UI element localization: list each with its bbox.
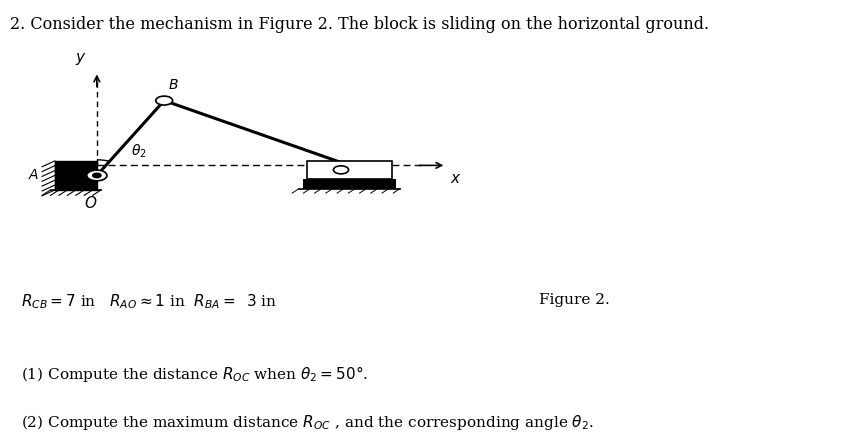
Text: 2. Consider the mechanism in Figure 2. The block is sliding on the horizontal gr: 2. Consider the mechanism in Figure 2. T… [10, 16, 709, 33]
Circle shape [87, 170, 107, 181]
Text: $\theta_2$: $\theta_2$ [131, 143, 147, 160]
Text: $x$: $x$ [450, 172, 462, 186]
Text: $A$: $A$ [29, 169, 40, 182]
Text: (1) Compute the distance $R_{OC}$ when $\theta_2 = 50°$.: (1) Compute the distance $R_{OC}$ when $… [21, 364, 368, 384]
Text: $O$: $O$ [84, 195, 98, 211]
Text: (2) Compute the maximum distance $R_{OC}$ , and the corresponding angle $\theta_: (2) Compute the maximum distance $R_{OC}… [21, 413, 594, 433]
Bar [55, 161, 97, 190]
Bar [307, 161, 392, 179]
Circle shape [93, 173, 101, 178]
Text: Figure 2.: Figure 2. [539, 293, 610, 307]
Text: $C$: $C$ [356, 163, 368, 177]
Circle shape [333, 166, 349, 174]
Circle shape [156, 96, 173, 105]
Text: $R_{CB} = 7$ in   $R_{AO} \approx 1$ in  $R_{BA} =\;\;3$ in: $R_{CB} = 7$ in $R_{AO} \approx 1$ in $R… [21, 293, 277, 312]
Text: $y$: $y$ [75, 51, 87, 67]
Text: $B$: $B$ [168, 78, 179, 92]
Bar [303, 179, 396, 189]
